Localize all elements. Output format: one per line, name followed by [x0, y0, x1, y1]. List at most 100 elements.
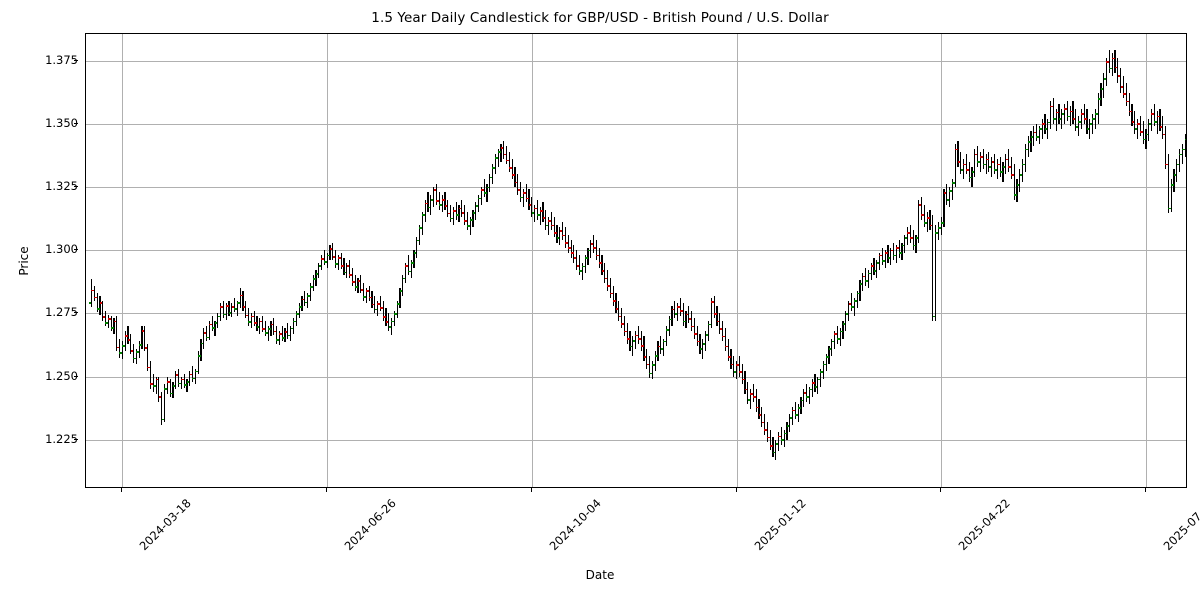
ohlc-bar — [234, 298, 236, 313]
ohlc-bar — [475, 202, 477, 220]
ohlc-open-tick — [108, 318, 111, 320]
ohlc-open-tick — [904, 237, 908, 239]
ohlc-bar — [592, 234, 595, 253]
ohlc-open-tick — [699, 348, 703, 350]
x-axis-tick-mark — [940, 488, 942, 492]
ohlc-bar — [419, 224, 421, 246]
ohlc-bar — [772, 437, 774, 458]
ohlc-open-tick — [1154, 120, 1157, 123]
ohlc-bar — [1176, 159, 1178, 182]
ohlc-bar — [287, 323, 289, 339]
ohlc-open-tick — [784, 432, 787, 435]
ohlc-bar — [556, 224, 558, 243]
ohlc-bar — [1050, 100, 1052, 129]
ohlc-bar — [769, 429, 771, 450]
ohlc-open-tick — [545, 224, 549, 227]
ohlc-open-tick — [259, 320, 263, 323]
ohlc-open-tick — [1106, 61, 1110, 63]
ohlc-bar — [480, 186, 482, 205]
ohlc-open-tick — [795, 414, 798, 416]
ohlc-bar — [351, 267, 353, 286]
ohlc-open-tick — [542, 216, 546, 219]
ohlc-open-tick — [856, 292, 860, 295]
ohlc-open-tick — [823, 363, 826, 366]
y-axis-tick-label: 1.275 — [45, 305, 78, 320]
ohlc-bar — [163, 384, 166, 422]
ohlc-bar — [219, 303, 222, 321]
ohlc-open-tick — [534, 207, 538, 210]
ohlc-bar — [452, 207, 454, 225]
ohlc-bar — [1131, 103, 1133, 127]
ohlc-open-tick — [433, 189, 437, 191]
ohlc-bar — [500, 143, 502, 162]
ohlc-bar — [598, 247, 600, 268]
ohlc-open-tick — [632, 340, 636, 342]
ohlc-bar — [679, 298, 682, 316]
ohlc-bar — [133, 343, 135, 363]
ohlc-bar — [91, 279, 93, 307]
ohlc-open-tick — [270, 323, 274, 326]
ohlc-bar — [677, 303, 679, 321]
ohlc-bar — [707, 320, 710, 342]
ohlc-open-tick — [167, 381, 170, 383]
ohlc-open-tick — [612, 300, 616, 302]
ohlc-bar — [374, 295, 376, 314]
ohlc-bar — [1136, 118, 1139, 139]
ohlc-open-tick — [298, 306, 302, 308]
ohlc-open-tick — [284, 331, 288, 334]
ohlc-bar — [525, 184, 527, 203]
ohlc-bar — [469, 217, 471, 235]
ohlc-bar — [587, 247, 589, 266]
ohlc-open-tick — [554, 232, 557, 234]
ohlc-bar — [110, 315, 112, 331]
ohlc-open-tick — [318, 264, 322, 267]
ohlc-bar — [318, 262, 320, 278]
ohlc-open-tick — [1086, 128, 1090, 131]
ohlc-open-tick — [503, 153, 507, 156]
ohlc-bar — [811, 379, 813, 397]
ohlc-open-tick — [1050, 105, 1053, 108]
ohlc-open-tick — [478, 197, 481, 200]
x-axis-label: Date — [585, 568, 615, 582]
y-axis-tick-mark — [74, 185, 78, 187]
ohlc-bar — [935, 224, 937, 321]
ohlc-open-tick — [806, 396, 810, 399]
gridline-horizontal — [86, 250, 1186, 252]
ohlc-open-tick — [1089, 123, 1093, 126]
ohlc-open-tick — [528, 204, 532, 206]
ohlc-open-tick — [385, 321, 389, 323]
plot-area[interactable] — [85, 33, 1187, 488]
ohlc-bar — [424, 199, 426, 223]
ohlc-open-tick — [812, 382, 815, 384]
ohlc-bar — [214, 320, 216, 337]
ohlc-open-tick — [921, 214, 924, 217]
ohlc-bar — [929, 209, 931, 230]
ohlc-open-tick — [450, 217, 453, 220]
ohlc-bar — [937, 222, 940, 240]
ohlc-open-tick — [338, 257, 341, 259]
ohlc-open-tick — [769, 445, 773, 447]
gridline-horizontal — [86, 376, 1186, 378]
ohlc-open-tick — [458, 207, 462, 210]
ohlc-bar — [789, 414, 791, 433]
ohlc-bar — [1184, 133, 1186, 157]
ohlc-open-tick — [172, 385, 176, 387]
ohlc-open-tick — [952, 182, 955, 184]
ohlc-open-tick — [615, 307, 619, 310]
ohlc-open-tick — [568, 247, 571, 249]
ohlc-open-tick — [910, 237, 913, 239]
ohlc-bar — [649, 356, 651, 378]
ohlc-bar — [155, 376, 157, 395]
y-axis-tick-mark — [74, 122, 78, 124]
ohlc-open-tick — [876, 262, 880, 265]
ohlc-bar — [682, 303, 684, 326]
ohlc-open-tick — [105, 322, 109, 324]
ohlc-open-tick — [116, 346, 120, 349]
ohlc-open-tick — [741, 378, 745, 381]
ohlc-open-tick — [1168, 207, 1171, 210]
ohlc-bar — [121, 341, 124, 359]
ohlc-bar — [912, 229, 914, 251]
ohlc-bar — [1142, 121, 1144, 144]
ohlc-bar — [890, 247, 892, 266]
ohlc-bar — [584, 255, 586, 273]
